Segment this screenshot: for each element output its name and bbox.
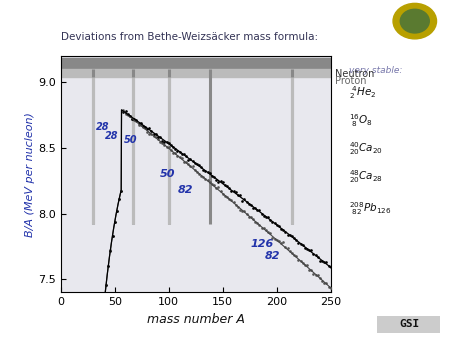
Text: 28: 28 [105,131,118,141]
Text: 50: 50 [160,169,176,179]
Text: GSI: GSI [400,319,419,329]
Text: $^{\ 4}_{2}He_{2}$: $^{\ 4}_{2}He_{2}$ [349,84,377,101]
Bar [61,58,331,69]
Text: Proton: Proton [335,76,367,86]
Circle shape [400,9,429,33]
Text: 28: 28 [96,122,110,132]
Text: very stable:: very stable: [349,66,403,75]
Text: $^{40}_{20}Ca_{20}$: $^{40}_{20}Ca_{20}$ [349,140,383,157]
Text: Deviations from Bethe-Weizsäcker mass formula:: Deviations from Bethe-Weizsäcker mass fo… [61,32,318,42]
Text: 82: 82 [177,185,193,195]
Text: $^{208}_{\ 82}Pb_{126}$: $^{208}_{\ 82}Pb_{126}$ [349,200,392,217]
Circle shape [393,3,436,39]
Y-axis label: B/A (MeV per nucleon): B/A (MeV per nucleon) [25,112,36,237]
Text: 50: 50 [123,135,137,145]
Text: 126: 126 [251,239,274,249]
Text: Neutron: Neutron [335,69,374,79]
Text: Experimental evidence for closed nuclear shells: Experimental evidence for closed nuclear… [9,12,405,27]
Text: $^{16}_{\ 8}O_{8}$: $^{16}_{\ 8}O_{8}$ [349,112,373,129]
Text: 82: 82 [265,250,280,261]
X-axis label: mass number A: mass number A [147,313,245,326]
Text: $^{48}_{20}Ca_{28}$: $^{48}_{20}Ca_{28}$ [349,168,383,185]
FancyBboxPatch shape [377,316,441,333]
Bar [61,69,331,77]
